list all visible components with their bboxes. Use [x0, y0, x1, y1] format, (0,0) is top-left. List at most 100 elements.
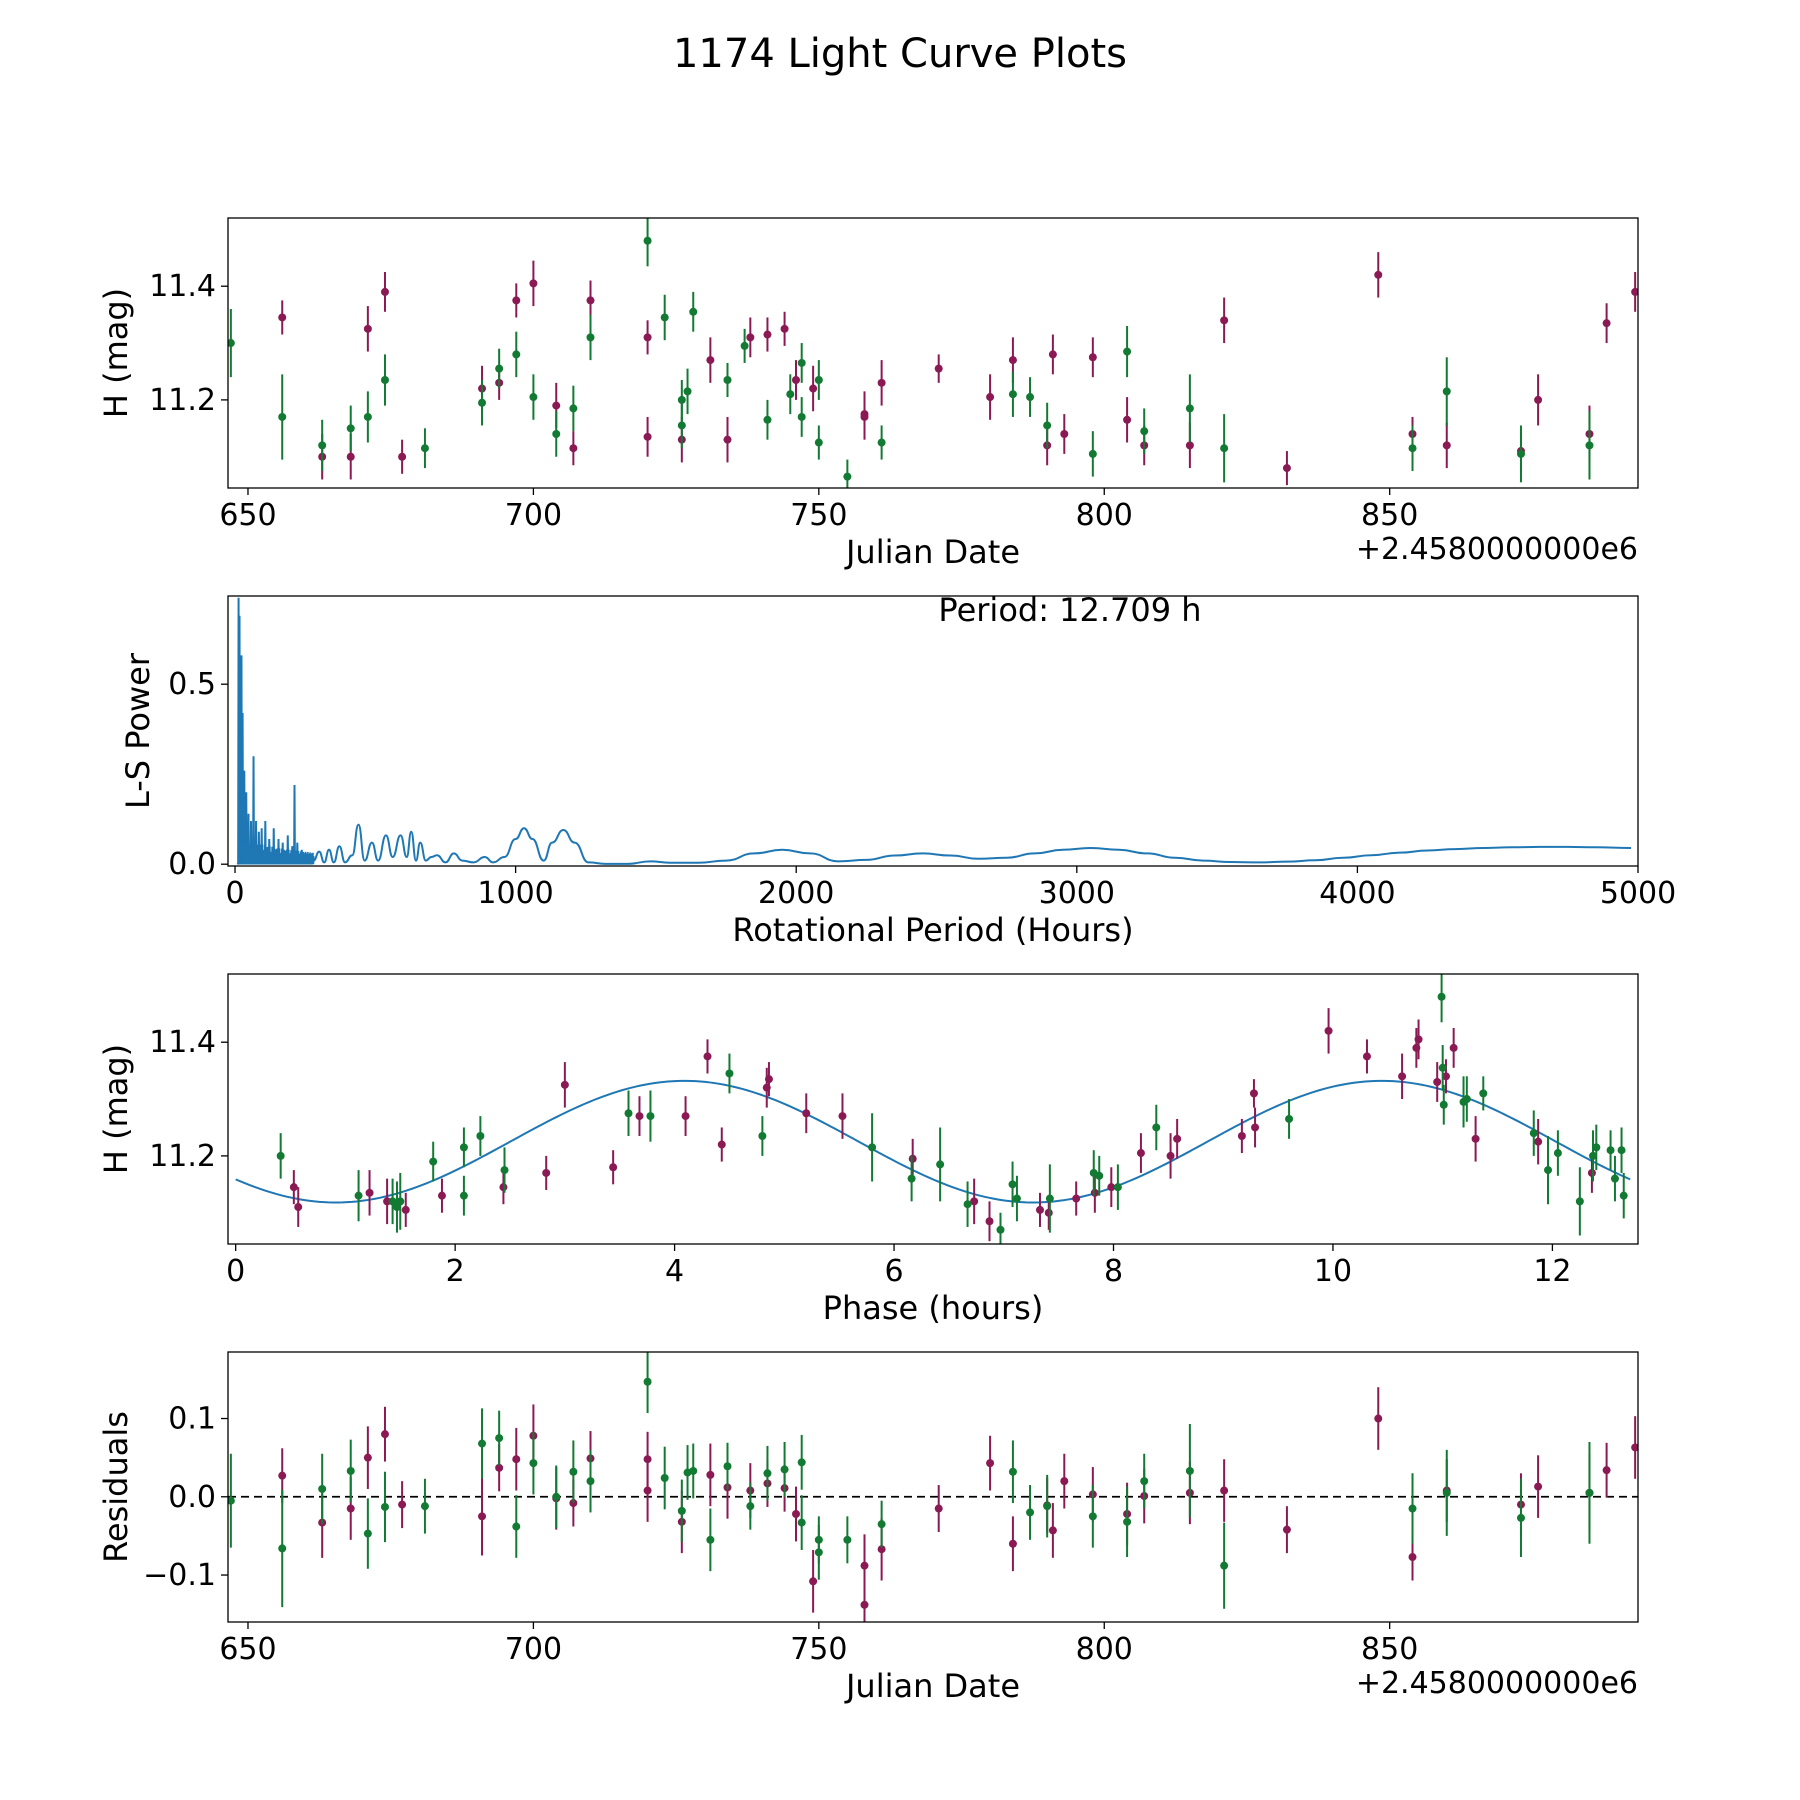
data-point: [476, 1132, 485, 1140]
data-point: [429, 1157, 438, 1166]
data-point: [843, 472, 852, 481]
data-point: [1442, 1488, 1451, 1497]
data-point: [791, 376, 800, 384]
data-point: [877, 1520, 886, 1529]
data-point: [934, 1504, 943, 1513]
x-tick-label: 0: [226, 1254, 245, 1289]
data-point: [1043, 421, 1052, 430]
data-point: [838, 1112, 847, 1121]
data-point: [1008, 1180, 1017, 1189]
data-point: [797, 1518, 806, 1527]
data-point: [1220, 444, 1229, 453]
data-point: [380, 1502, 389, 1511]
y-tick-label: 0.5: [168, 667, 216, 702]
y-tick-label: −0.1: [143, 1558, 216, 1593]
data-point: [1123, 347, 1132, 356]
data-point: [529, 1459, 538, 1468]
periodogram-frame: [227, 595, 1639, 867]
data-point: [1048, 350, 1057, 359]
data-point: [289, 1183, 298, 1192]
data-point: [689, 307, 698, 316]
data-point: [814, 438, 823, 447]
y-tick-label: 11.2: [149, 1139, 216, 1174]
data-point: [1251, 1123, 1260, 1132]
data-point: [986, 1459, 995, 1468]
x-tick-label: 12: [1533, 1254, 1571, 1289]
data-point: [1113, 1183, 1122, 1192]
data-point: [1631, 1443, 1638, 1452]
x-tick-label: 8: [1104, 1254, 1123, 1289]
data-point: [1220, 1561, 1229, 1570]
data-point: [276, 1151, 285, 1160]
data-point: [478, 1439, 487, 1448]
data-point: [763, 415, 772, 424]
data-point: [609, 1163, 618, 1172]
phased-purple-series: [289, 1008, 1596, 1242]
data-point: [635, 1112, 644, 1121]
data-point: [1534, 1137, 1543, 1146]
data-point: [683, 387, 692, 396]
data-point: [1610, 1174, 1619, 1183]
data-point: [1575, 1197, 1584, 1206]
x-tick-label: 10: [1314, 1254, 1352, 1289]
data-point: [318, 1484, 327, 1493]
periodogram-spikes: [236, 597, 314, 865]
data-point: [643, 333, 652, 342]
data-point: [1602, 319, 1611, 328]
data-point: [1282, 1525, 1291, 1534]
data-point: [459, 1191, 468, 1200]
x-tick-label: 850: [1361, 1632, 1418, 1667]
data-point: [723, 435, 732, 444]
data-point: [1026, 1508, 1035, 1517]
data-point: [740, 341, 749, 350]
data-point: [706, 1470, 715, 1479]
data-point: [963, 1200, 972, 1209]
data-point: [363, 1529, 372, 1538]
data-point: [278, 1544, 287, 1553]
data-point: [228, 1496, 235, 1505]
data-point: [1544, 1166, 1553, 1175]
data-point: [459, 1143, 468, 1152]
data-point: [1060, 430, 1069, 438]
data-point: [786, 390, 795, 399]
data-point: [512, 1455, 521, 1464]
x-tick-label: 1000: [477, 876, 553, 911]
data-point: [1439, 1100, 1448, 1109]
y-tick-label: 0.1: [168, 1402, 216, 1437]
data-point: [1185, 1466, 1194, 1475]
x-tick-label: 750: [790, 1632, 847, 1667]
data-point: [1631, 287, 1638, 296]
data-point: [809, 384, 818, 393]
data-point: [1408, 444, 1417, 453]
data-point: [383, 1197, 392, 1206]
data-point: [346, 452, 355, 461]
data-point: [1534, 395, 1543, 404]
data-point: [763, 330, 772, 339]
data-point: [542, 1168, 551, 1177]
data-point: [1140, 1477, 1149, 1486]
data-point: [1095, 1171, 1104, 1180]
data-point: [763, 1469, 772, 1478]
data-point: [569, 404, 578, 413]
data-point: [860, 1600, 869, 1609]
residuals-offset-label: +2.4580000000e6: [1356, 1666, 1638, 1701]
data-point: [1088, 1512, 1097, 1521]
data-point: [363, 324, 372, 333]
x-tick-label: 4: [665, 1254, 684, 1289]
light-curve-ticks: 650 700 750 800 850 11.2 11.4: [149, 269, 1418, 533]
data-point: [552, 401, 561, 410]
data-point: [1008, 356, 1017, 365]
data-point: [1324, 1026, 1333, 1035]
y-tick-label: 11.4: [149, 1025, 216, 1060]
data-point: [495, 1463, 504, 1472]
data-point: [908, 1154, 917, 1163]
data-point: [1008, 390, 1017, 399]
x-tick-label: 5000: [1600, 876, 1676, 911]
data-point: [1173, 1134, 1182, 1143]
data-point: [758, 1132, 767, 1140]
data-point: [420, 1502, 429, 1511]
data-point: [723, 1462, 732, 1471]
y-tick-label: 0.0: [168, 847, 216, 882]
data-point: [1589, 1151, 1598, 1160]
data-point: [346, 424, 355, 433]
